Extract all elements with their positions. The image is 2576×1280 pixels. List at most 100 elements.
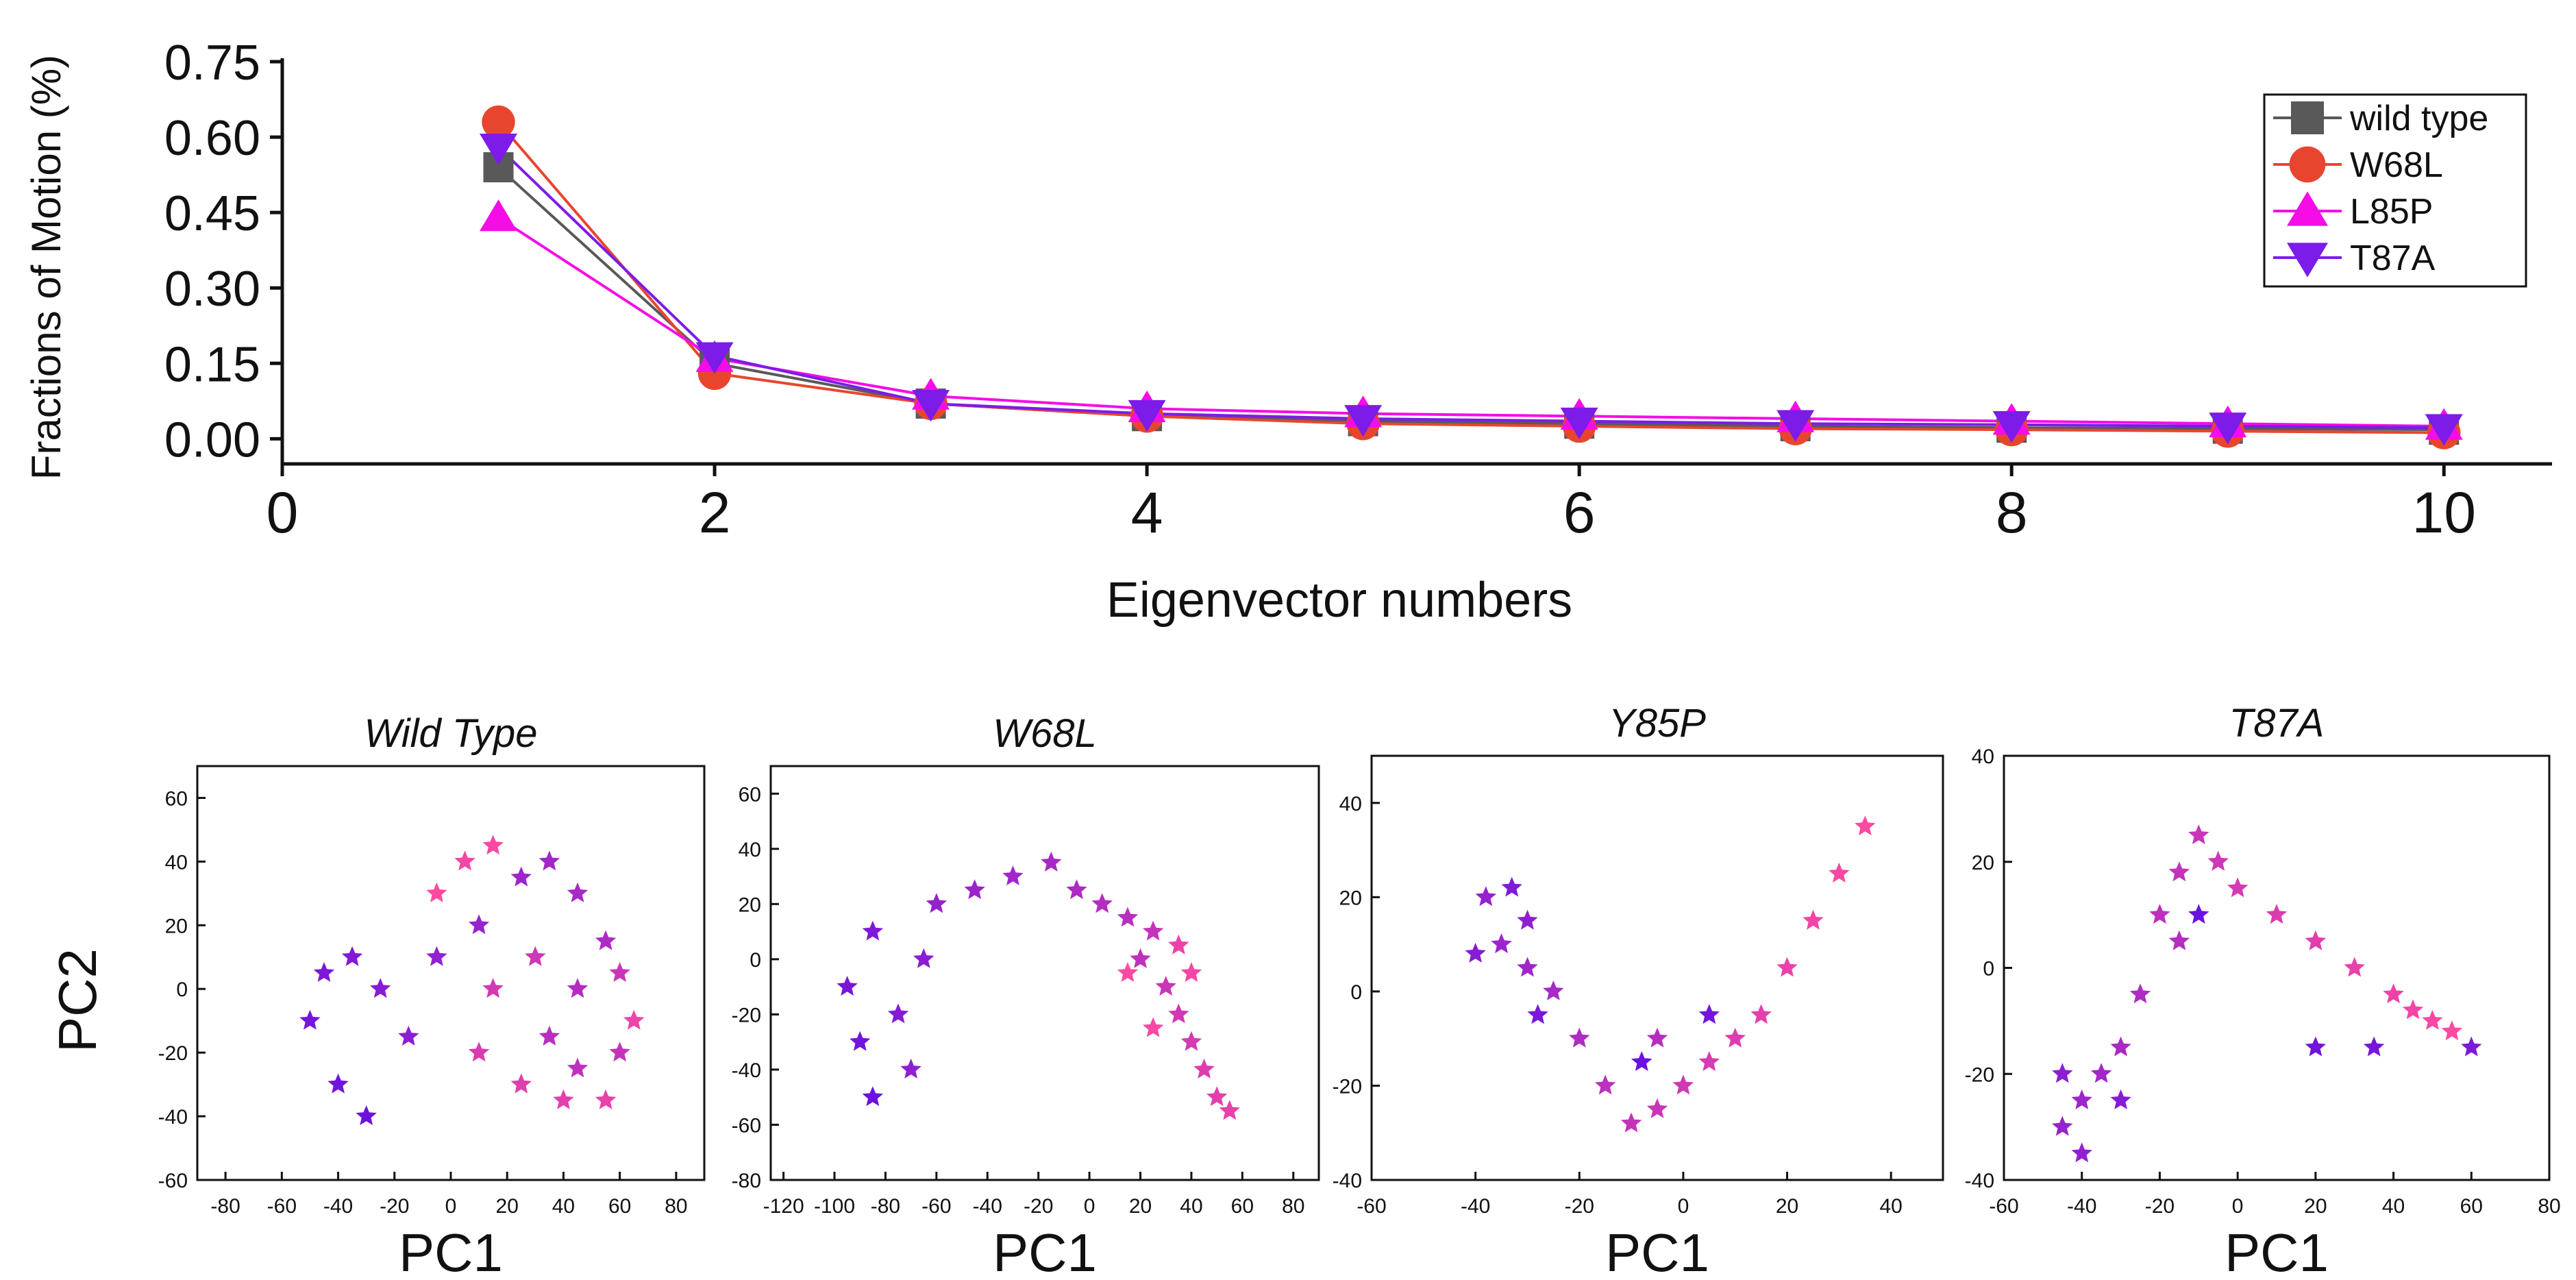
scatter-point — [1569, 1027, 1590, 1048]
scatter-point — [370, 978, 391, 998]
scatter-panel-title: Wild Type — [364, 711, 537, 756]
line-chart-y-axis-label: Fractions of Motion (%) — [23, 55, 69, 480]
scatter-x-tick-label: 40 — [1180, 1195, 1202, 1218]
legend-marker — [2287, 191, 2328, 226]
scatter-point — [468, 914, 490, 935]
pc2-shared-axis-label: PC2 — [47, 948, 108, 1053]
scatter-point — [862, 920, 884, 941]
scatter-y-tick-label: -40 — [1333, 1170, 1362, 1192]
scatter-point — [468, 1042, 490, 1062]
x-tick-label: 8 — [1996, 480, 2028, 545]
scatter-panel-w68l: W68L-120 -100 -80 -60 -40 -20 0 20 40 60 80-80-60-… — [732, 711, 1320, 1280]
scatter-x-tick-label: 80 — [2538, 1195, 2560, 1218]
y-tick-label: 0.45 — [164, 186, 260, 241]
scatter-x-tick-label: 60 — [1231, 1195, 1254, 1218]
scatter-point — [2344, 957, 2365, 977]
eigenvalue-line-chart: 0 2 4 6 8 10 0.00 0.15 0.30 0.45 0.60 0.75 Fraction… — [23, 36, 2552, 628]
scatter-frame — [2003, 754, 2551, 1181]
scatter-y-tick-label: -40 — [1965, 1170, 1994, 1192]
scatter-point — [327, 1073, 349, 1094]
scatter-point — [1066, 879, 1087, 900]
data-point-l85p — [480, 199, 518, 232]
pca-scatter-panels: Wild Type -80 -60 -40 -20 0 20 40 60 80 -60 -40 -20 0… — [158, 701, 2561, 1280]
scatter-panel-title: W68L — [993, 711, 1097, 756]
scatter-point — [341, 946, 363, 966]
y-tick-label: 0.30 — [164, 262, 260, 317]
scatter-y-tick-label: 60 — [739, 783, 761, 806]
y-tick-label: 0.60 — [164, 111, 260, 166]
scatter-x-axis-label: PC1 — [1605, 1222, 1709, 1280]
data-point-t87a — [1560, 407, 1598, 440]
scatter-y-tick-label: 40 — [1339, 793, 1362, 815]
scatter-point — [567, 882, 589, 902]
scatter-y-tick-label: 20 — [1339, 887, 1362, 909]
scatter-y-tick-label: 0 — [750, 949, 761, 972]
scatter-point — [1829, 862, 1850, 883]
scatter-point — [595, 1089, 617, 1109]
scatter-point — [595, 930, 617, 950]
scatter-point — [1698, 1004, 1720, 1024]
scatter-point — [2188, 904, 2209, 924]
scatter-y-tick-label: 20 — [739, 894, 761, 916]
scatter-x-axis-label: PC1 — [399, 1222, 503, 1280]
scatter-x-tick-label: -60 — [267, 1195, 297, 1218]
scatter-point — [1168, 1003, 1189, 1024]
scatter-x-tick-label: 0 — [445, 1195, 457, 1218]
legend-label: W68L — [2350, 145, 2443, 185]
scatter-point — [1631, 1051, 1652, 1071]
scatter-point — [964, 879, 985, 900]
scatter-y-tick-label: -40 — [732, 1059, 761, 1082]
scatter-x-tick-label: -80 — [210, 1195, 240, 1218]
series-line-wild-type — [497, 166, 2444, 432]
scatter-point — [2227, 877, 2249, 898]
scatter-x-tick-label: -80 — [871, 1195, 900, 1218]
scatter-point — [1142, 1017, 1164, 1037]
data-point-t87a — [2209, 413, 2247, 445]
scatter-point — [2305, 930, 2327, 950]
scatter-point — [2461, 1036, 2482, 1057]
scatter-point — [398, 1025, 419, 1046]
scatter-x-tick-label: -100 — [814, 1195, 855, 1218]
scatter-point — [2422, 1009, 2443, 1030]
line-chart-legend: wild type W68L L85P T87A — [2263, 93, 2527, 288]
scatter-point — [1491, 933, 1512, 954]
series-line-l85p — [497, 216, 2444, 428]
scatter-point — [426, 946, 447, 966]
scatter-y-tick-label: 60 — [165, 787, 188, 810]
scatter-panel-t87a: T87A -60 -40 -20 0 20 40 60 80 -40 -20 0 20 40 PC1 — [1965, 701, 2561, 1280]
scatter-point — [2110, 1036, 2131, 1057]
scatter-point — [1130, 948, 1151, 968]
legend-marker — [2291, 101, 2324, 134]
scatter-point — [510, 866, 532, 887]
scatter-y-tick-label: -20 — [732, 1004, 761, 1026]
scatter-point — [1475, 886, 1496, 907]
scatter-x-tick-label: 20 — [1129, 1195, 1152, 1218]
scatter-frame — [769, 765, 1320, 1181]
x-tick-label: 10 — [2412, 480, 2476, 545]
scatter-point — [1517, 909, 1538, 930]
x-tick-label: 2 — [699, 480, 731, 545]
scatter-point — [2071, 1089, 2092, 1109]
scatter-point — [2168, 930, 2190, 950]
scatter-point — [510, 1073, 532, 1094]
scatter-point — [837, 976, 858, 996]
scatter-point — [1620, 1112, 1642, 1133]
scatter-point — [926, 893, 948, 913]
scatter-point — [1855, 815, 1876, 836]
scatter-point — [482, 978, 504, 998]
scatter-point — [538, 1025, 560, 1046]
scatter-point — [1117, 907, 1139, 927]
scatter-x-tick-label: -40 — [1461, 1195, 1490, 1218]
scatter-y-tick-label: 40 — [739, 839, 761, 861]
scatter-point — [1724, 1027, 1746, 1048]
scatter-y-tick-label: 40 — [165, 851, 188, 874]
data-point-t87a — [1344, 405, 1383, 437]
scatter-point — [1698, 1051, 1720, 1071]
scatter-point — [2441, 1020, 2463, 1041]
scatter-point — [609, 1042, 630, 1062]
scatter-point — [482, 835, 504, 855]
scatter-point — [1595, 1074, 1616, 1095]
scatter-point — [567, 1057, 589, 1078]
data-point-w68l — [482, 105, 515, 139]
